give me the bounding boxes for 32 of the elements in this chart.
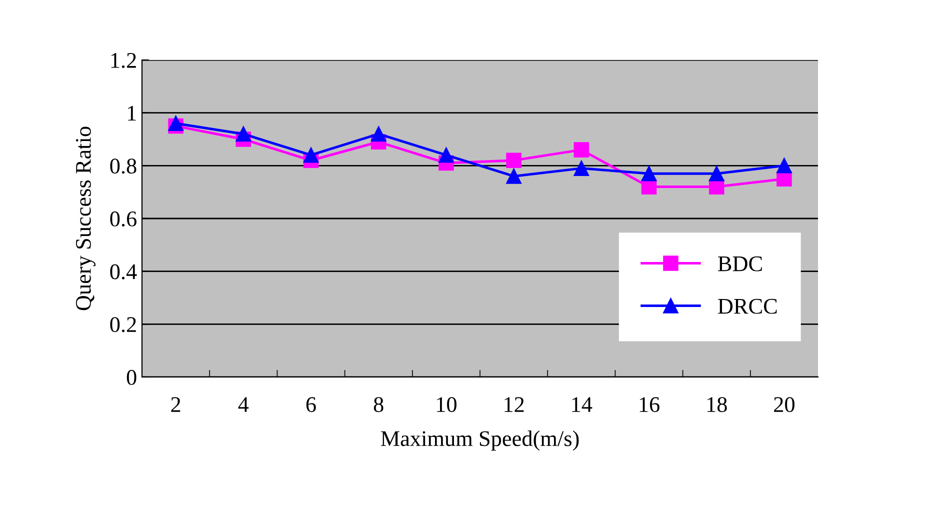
y-tick-label: 0 — [126, 370, 136, 385]
point — [506, 168, 522, 184]
point — [506, 152, 522, 168]
x-tick-label: 14 — [572, 397, 592, 412]
y-tick-label: 1 — [128, 106, 136, 121]
point — [236, 126, 252, 142]
x-tick-label: 2 — [171, 397, 180, 412]
x-tick-label: 8 — [374, 397, 384, 412]
point — [641, 166, 657, 182]
x-tick-label: 18 — [707, 397, 727, 412]
y-axis-title: Query Success Ratio — [76, 126, 96, 310]
point — [370, 126, 386, 142]
x-tick-label: 16 — [640, 397, 660, 412]
y-tick-label: 0.4 — [110, 264, 137, 280]
y-tick-label: 0.8 — [110, 158, 136, 174]
point — [303, 147, 319, 163]
point — [708, 166, 724, 182]
x-tick-label: 6 — [306, 397, 316, 412]
legend-label: DRCC — [718, 298, 777, 314]
point — [776, 158, 792, 174]
y-tick-label: 1.2 — [111, 52, 136, 68]
y-tick-label: 0.2 — [110, 317, 136, 332]
x-tick-label: 12 — [504, 397, 524, 412]
x-axis-title: Maximum Speed(m/s) — [380, 430, 579, 451]
point — [438, 147, 454, 163]
point — [574, 142, 590, 158]
y-tick-label: 0.6 — [110, 211, 136, 227]
x-tick-label: 20 — [774, 397, 794, 412]
legend-label: BDC — [718, 256, 762, 272]
x-tick-label: 4 — [238, 397, 249, 412]
x-tick-label: 10 — [437, 397, 456, 412]
point — [574, 160, 590, 176]
